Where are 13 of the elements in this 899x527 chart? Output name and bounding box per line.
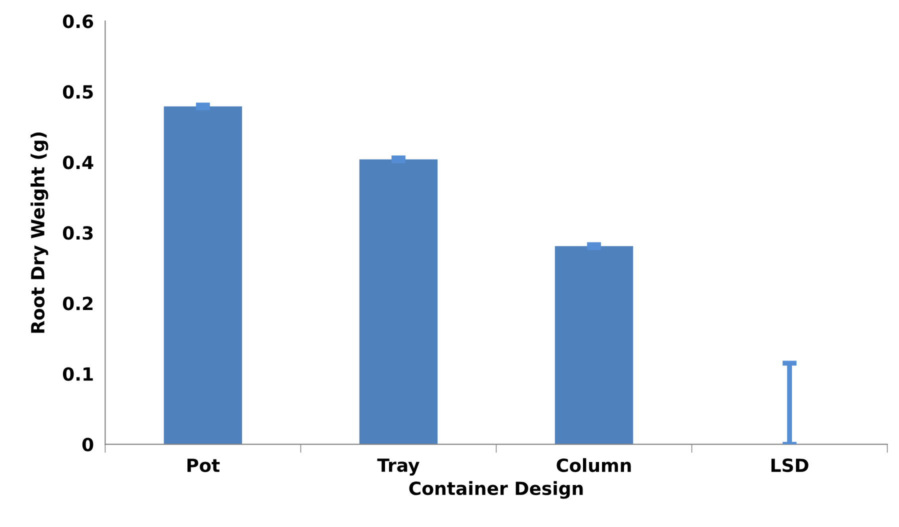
y-tick-label: 0.6 bbox=[62, 14, 94, 28]
y-tick-label: 0.5 bbox=[62, 85, 93, 99]
y-tick-label: 0.4 bbox=[62, 156, 94, 170]
y-tick-label: 0.3 bbox=[62, 226, 93, 240]
x-tick-label: Pot bbox=[187, 458, 220, 472]
y-tick-label: 0.1 bbox=[62, 367, 93, 381]
y-tick-label: 0.2 bbox=[62, 296, 93, 310]
x-axis-title: Container Design bbox=[409, 481, 583, 499]
y-tick-label: 0 bbox=[82, 438, 94, 452]
y-axis-title: Root Dry Weight (g) bbox=[30, 132, 48, 333]
x-tick-label: Tray bbox=[377, 458, 420, 476]
x-tick-label: LSD bbox=[771, 458, 808, 472]
x-tick-label: Column bbox=[556, 458, 631, 472]
